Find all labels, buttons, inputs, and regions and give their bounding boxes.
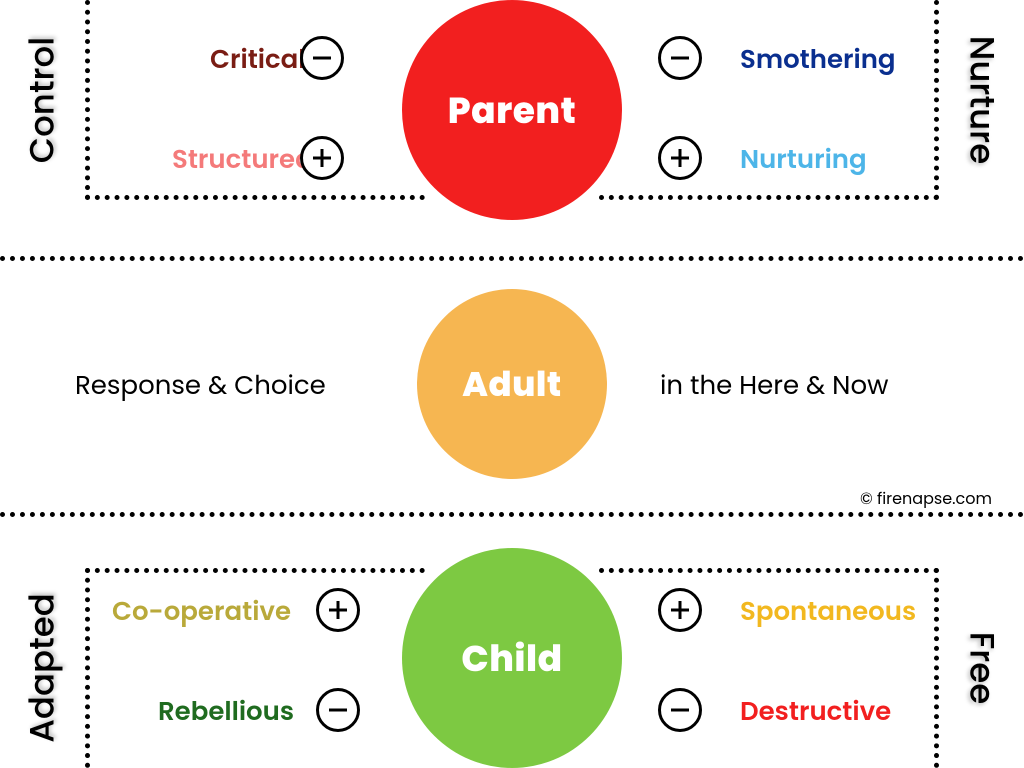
side-label-free: Free <box>957 632 1008 705</box>
child-circle: Child <box>402 548 622 768</box>
side-label-nurture: Nurture <box>957 36 1008 164</box>
minus-icon <box>300 36 344 80</box>
minus-icon <box>316 688 360 732</box>
attr-smothering: Smothering <box>740 41 896 80</box>
attr-critical: Critical <box>210 41 306 80</box>
attr-structured: Structured <box>172 141 313 180</box>
adult-circle: Adult <box>417 289 607 479</box>
side-label-control: Control <box>17 37 68 163</box>
adult-right-text: in the Here & Now <box>660 367 888 406</box>
attr-cooperative: Co-operative <box>112 593 291 632</box>
parent-circle: Parent <box>402 0 622 220</box>
divider-bottom <box>0 512 1024 517</box>
plus-icon <box>300 136 344 180</box>
side-label-adapted: Adapted <box>17 593 68 743</box>
plus-icon <box>658 588 702 632</box>
attr-destructive: Destructive <box>740 693 891 732</box>
minus-icon <box>658 36 702 80</box>
plus-icon <box>316 588 360 632</box>
attr-nurturing: Nurturing <box>740 141 867 180</box>
attr-spontaneous: Spontaneous <box>740 593 916 632</box>
child-label: Child <box>461 631 562 686</box>
adult-label: Adult <box>462 359 561 410</box>
plus-icon <box>658 136 702 180</box>
copyright: © firenapse.com <box>860 486 992 511</box>
attr-rebellious: Rebellious <box>158 693 294 732</box>
parent-label: Parent <box>448 83 577 138</box>
minus-icon <box>658 688 702 732</box>
divider-top <box>0 256 1024 261</box>
adult-left-text: Response & Choice <box>75 367 326 406</box>
